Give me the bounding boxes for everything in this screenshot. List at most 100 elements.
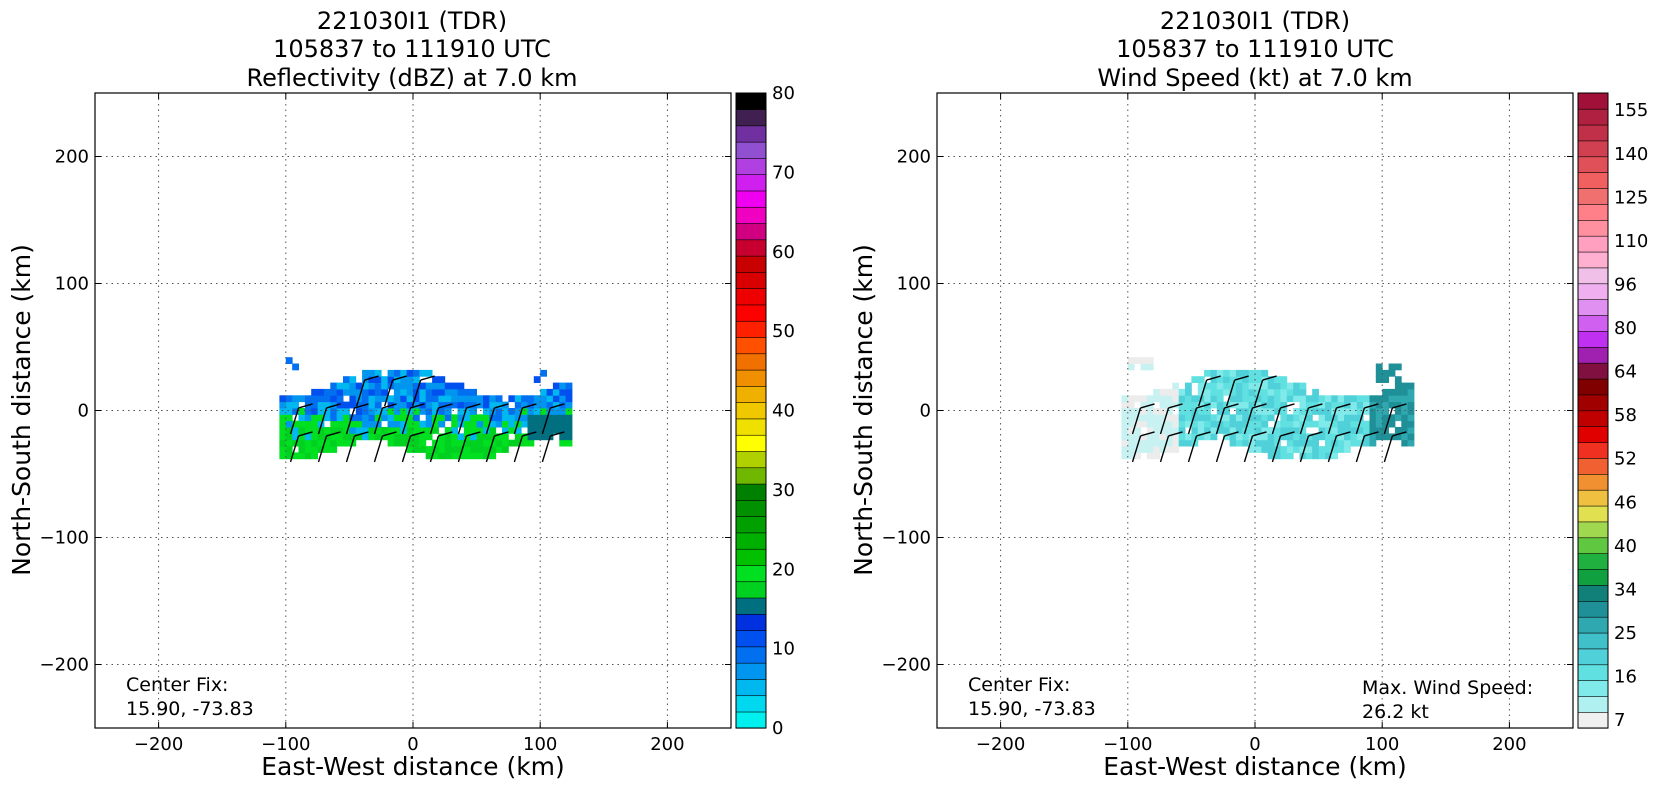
echo-cell [1401, 433, 1409, 441]
colorbar-swatch [735, 711, 767, 729]
colorbar-swatch [1577, 92, 1609, 110]
colorbar-swatch [735, 288, 767, 306]
echo-cell [1248, 388, 1256, 396]
echo-cell [425, 414, 433, 422]
echo-cell [514, 433, 522, 441]
echo-cell [540, 420, 547, 428]
wind-barb-staff [1243, 435, 1254, 463]
echo-cell [1280, 414, 1288, 422]
echo-cell [400, 388, 408, 396]
colorbar-swatch [735, 532, 767, 550]
echo-cell [279, 446, 287, 453]
y-tick-label: −100 [40, 528, 89, 549]
echo-cell [1267, 452, 1275, 460]
echo-cell [1344, 414, 1351, 422]
echo-cell [285, 446, 293, 453]
echo-cell [1223, 369, 1230, 377]
echo-cell [483, 395, 490, 403]
colorbar-swatch [1577, 108, 1609, 126]
colorbar-swatch [1577, 568, 1609, 586]
wind-barb-staff [1187, 407, 1198, 435]
echo-cell [413, 376, 420, 383]
echo-cell [1261, 408, 1269, 415]
echo-cell [1337, 427, 1345, 434]
echo-cell [508, 395, 516, 403]
echo-cell [387, 414, 395, 422]
echo-cell [1178, 388, 1186, 396]
echo-cell [1248, 414, 1256, 422]
echo-cell [1369, 433, 1377, 441]
echo-cell [1375, 427, 1383, 434]
echo-cell [470, 427, 477, 434]
echo-cell [457, 408, 465, 415]
wind-barb-staff [1131, 435, 1142, 463]
echo-cell [1325, 452, 1332, 460]
right-center-fix-label: Center Fix: [968, 674, 1070, 696]
echo-cell [1166, 401, 1173, 409]
echo-cell [1191, 401, 1199, 409]
echo-cell [1394, 388, 1402, 396]
left-tick-labels: −200 −200 −100 −100 0 0 100 100 200 200 [40, 93, 731, 755]
wind-barb-staff [513, 407, 524, 435]
echo-cell [304, 408, 312, 415]
echo-cell [362, 408, 369, 415]
echo-cell [349, 420, 357, 428]
echo-cell [1166, 395, 1173, 403]
echo-cell [502, 439, 509, 447]
wind-barb-staff [383, 379, 394, 407]
echo-cell [1401, 408, 1409, 415]
echo-cell [368, 376, 376, 383]
echo-cell [476, 395, 484, 403]
echo-cell [362, 388, 369, 396]
echo-cell [502, 408, 509, 415]
echo-cell [1159, 446, 1167, 453]
echo-cell [349, 427, 357, 434]
echo-cell [1388, 420, 1396, 428]
echo-cell [1172, 433, 1180, 441]
y-tick-label: −200 [882, 655, 931, 676]
echo-cell [285, 395, 293, 403]
echo-cell [1204, 382, 1211, 390]
echo-cell [1299, 382, 1307, 390]
echo-cell [279, 420, 287, 428]
echo-cell [400, 408, 408, 415]
echo-cell [400, 401, 408, 409]
echo-cell [1172, 439, 1180, 447]
echo-cell [546, 427, 554, 434]
echo-cell [451, 388, 458, 396]
echo-cell [552, 420, 560, 428]
echo-cell [1166, 420, 1173, 428]
colorbar-frame [735, 92, 767, 729]
echo-cell [1394, 427, 1402, 434]
echo-cell [1337, 395, 1345, 403]
echo-cell [1127, 408, 1135, 415]
echo-cell [1185, 388, 1192, 396]
colorbar-swatch [1577, 489, 1609, 507]
echo-cell [387, 408, 395, 415]
echo-cell [1388, 363, 1396, 371]
echo-cell [1204, 433, 1211, 441]
echo-cell [1401, 439, 1409, 447]
echo-cell [1375, 420, 1383, 428]
echo-cell [451, 446, 458, 453]
echo-cell [1305, 439, 1313, 447]
colorbar-tick-label: 64 [1614, 362, 1637, 383]
echo-cell [559, 408, 567, 415]
echo-cell [368, 414, 376, 422]
echo-cell [1407, 388, 1415, 396]
echo-cell [1337, 433, 1345, 441]
colorbar-swatch [735, 613, 767, 631]
echo-cell [1274, 401, 1281, 409]
echo-cell [495, 395, 503, 403]
echo-cell [1375, 414, 1383, 422]
wind-barb-staff [1225, 379, 1236, 407]
echo-cell [1363, 408, 1370, 415]
echo-cell [1121, 427, 1129, 434]
wind-barb-flag [1252, 403, 1267, 409]
echo-cell [559, 382, 567, 390]
right-center-fix-value: 15.90, -73.83 [968, 698, 1096, 720]
colorbar-tick-label: 40 [1614, 536, 1637, 557]
left-title-line-1: 221030I1 (TDR) [317, 7, 507, 35]
echo-cell [1216, 427, 1224, 434]
